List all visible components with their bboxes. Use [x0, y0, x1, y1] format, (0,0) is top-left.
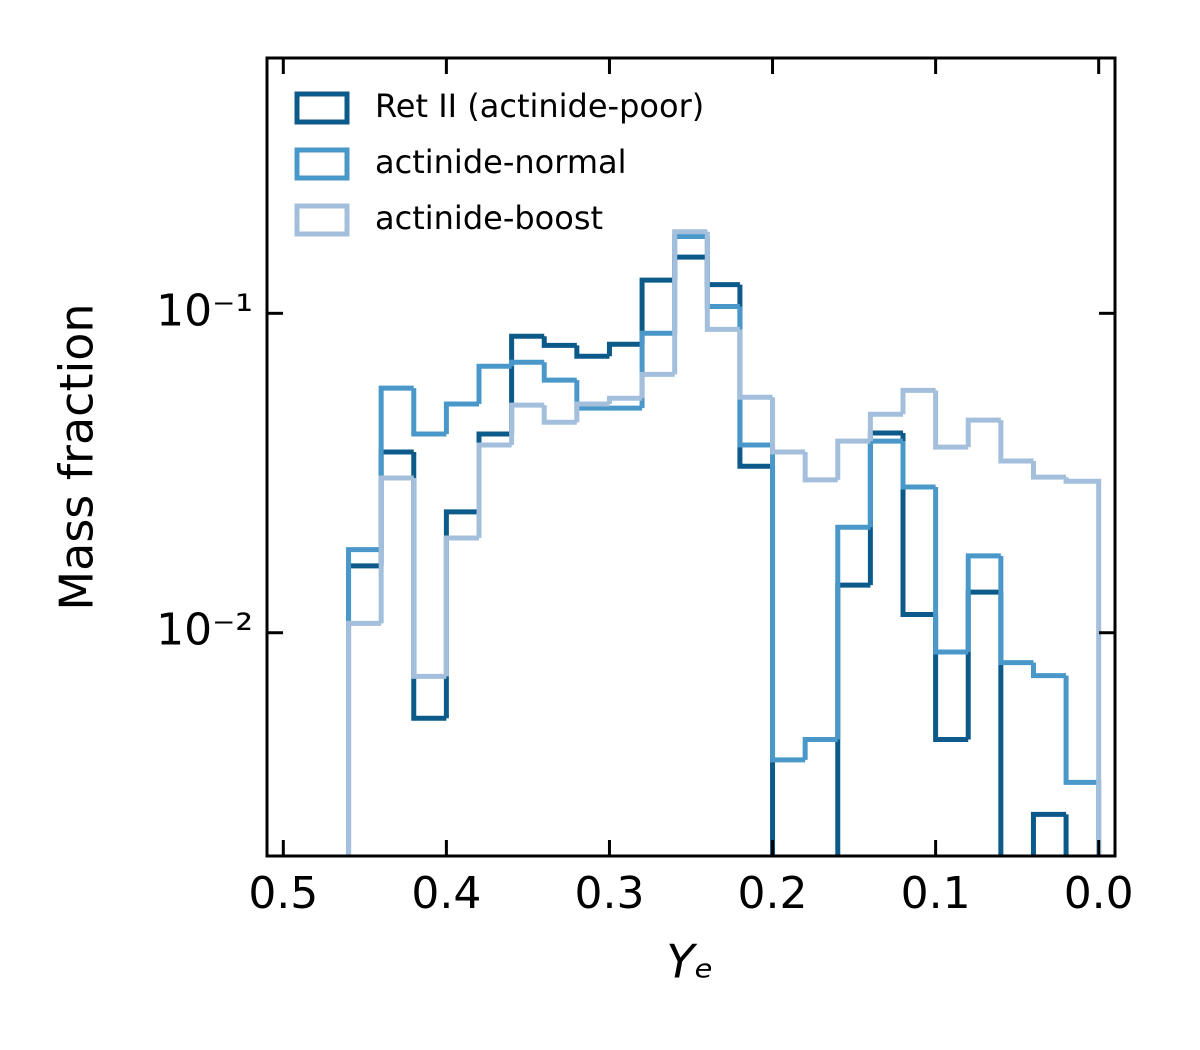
histogram-step: [1063, 675, 1102, 856]
legend-swatch: [294, 203, 350, 237]
histogram-step: [770, 466, 776, 856]
histogram-step: [476, 442, 512, 538]
histogram-step: [737, 306, 773, 448]
x-tick-label: 0.5: [248, 868, 318, 919]
histogram-step: [867, 430, 903, 586]
histogram-step: [378, 449, 414, 566]
histogram-step: [411, 388, 447, 437]
histogram-step: [443, 509, 479, 719]
x-tick-label: 0.1: [901, 868, 971, 919]
histogram-step: [574, 345, 610, 359]
histogram-step: [965, 417, 1001, 448]
histogram-step: [835, 524, 871, 740]
histogram-step: [737, 284, 773, 469]
histogram-step: [672, 229, 708, 375]
legend-label: actinide-normal: [375, 143, 626, 181]
histogram-step: [704, 236, 740, 310]
histogram-step: [639, 330, 675, 409]
histogram-step: [900, 433, 936, 618]
histogram-step: [378, 385, 414, 550]
histogram-step: [541, 405, 577, 425]
histogram-step: [900, 387, 936, 415]
histogram-step: [933, 614, 969, 743]
histogram-step: [998, 555, 1034, 666]
histogram-step: [770, 445, 806, 763]
histogram-step: [704, 257, 740, 288]
histogram-step: [933, 390, 969, 450]
legend-label: Ret II (actinide-poor): [375, 87, 704, 125]
histogram-step: [443, 535, 479, 677]
histogram-step: [672, 233, 708, 334]
x-tick-label: 0.0: [1064, 868, 1134, 919]
histogram-step: [1063, 814, 1069, 856]
legend-label: actinide-boost: [375, 199, 603, 237]
histogram-step: [606, 395, 643, 405]
plot-area: [346, 229, 1102, 856]
histogram-step: [1030, 460, 1067, 480]
histogram-step: [411, 478, 447, 679]
legend-swatch: [294, 147, 350, 181]
histogram-step: [867, 438, 903, 528]
legend-swatch: [294, 91, 350, 125]
histogram-step: [770, 397, 806, 455]
histogram-step: [443, 401, 479, 434]
x-tick-label: 0.2: [738, 868, 808, 919]
histogram-step: [476, 363, 512, 405]
histogram-step: [802, 451, 838, 483]
histogram-step: [737, 329, 773, 400]
histogram-step: [606, 341, 643, 357]
histogram-step: [574, 401, 610, 423]
y-tick-label: 10⁻¹: [156, 285, 253, 336]
histogram-step: [1030, 811, 1067, 856]
histogram-step: [1030, 662, 1067, 679]
histogram-step: [346, 547, 382, 856]
x-tick-label: 0.3: [574, 868, 644, 919]
histogram-step: [509, 333, 545, 434]
histogram-step: [378, 475, 414, 624]
histogram-step: [639, 277, 675, 345]
histogram-step: [867, 411, 903, 442]
histogram-step: [998, 420, 1034, 464]
histogram-step: [900, 441, 936, 490]
histogram-step: [639, 371, 675, 399]
y-tick-label: 10⁻²: [156, 605, 253, 656]
x-axis-label: Yₑ: [666, 935, 713, 989]
histogram-step: [933, 486, 969, 655]
histogram-step: [704, 231, 740, 332]
histogram-step: [346, 563, 382, 856]
histogram-step: [802, 737, 838, 760]
histogram-step: [835, 438, 871, 480]
y-axis-label: Mass fraction: [50, 303, 104, 610]
histogram-step: [672, 254, 708, 281]
histogram-step: [541, 362, 577, 383]
histogram-step: [541, 336, 577, 348]
x-tick-label: 0.4: [411, 868, 481, 919]
histogram-step: [346, 620, 382, 856]
histogram-step: [1063, 477, 1102, 856]
histogram-step: [965, 553, 1001, 653]
axes-frame: [265, 56, 1117, 858]
histogram-step: [998, 592, 1004, 856]
histogram-step: [965, 589, 1001, 740]
histogram-step: [509, 402, 545, 446]
histogram-step: [835, 582, 871, 856]
histogram-step: [509, 359, 545, 367]
